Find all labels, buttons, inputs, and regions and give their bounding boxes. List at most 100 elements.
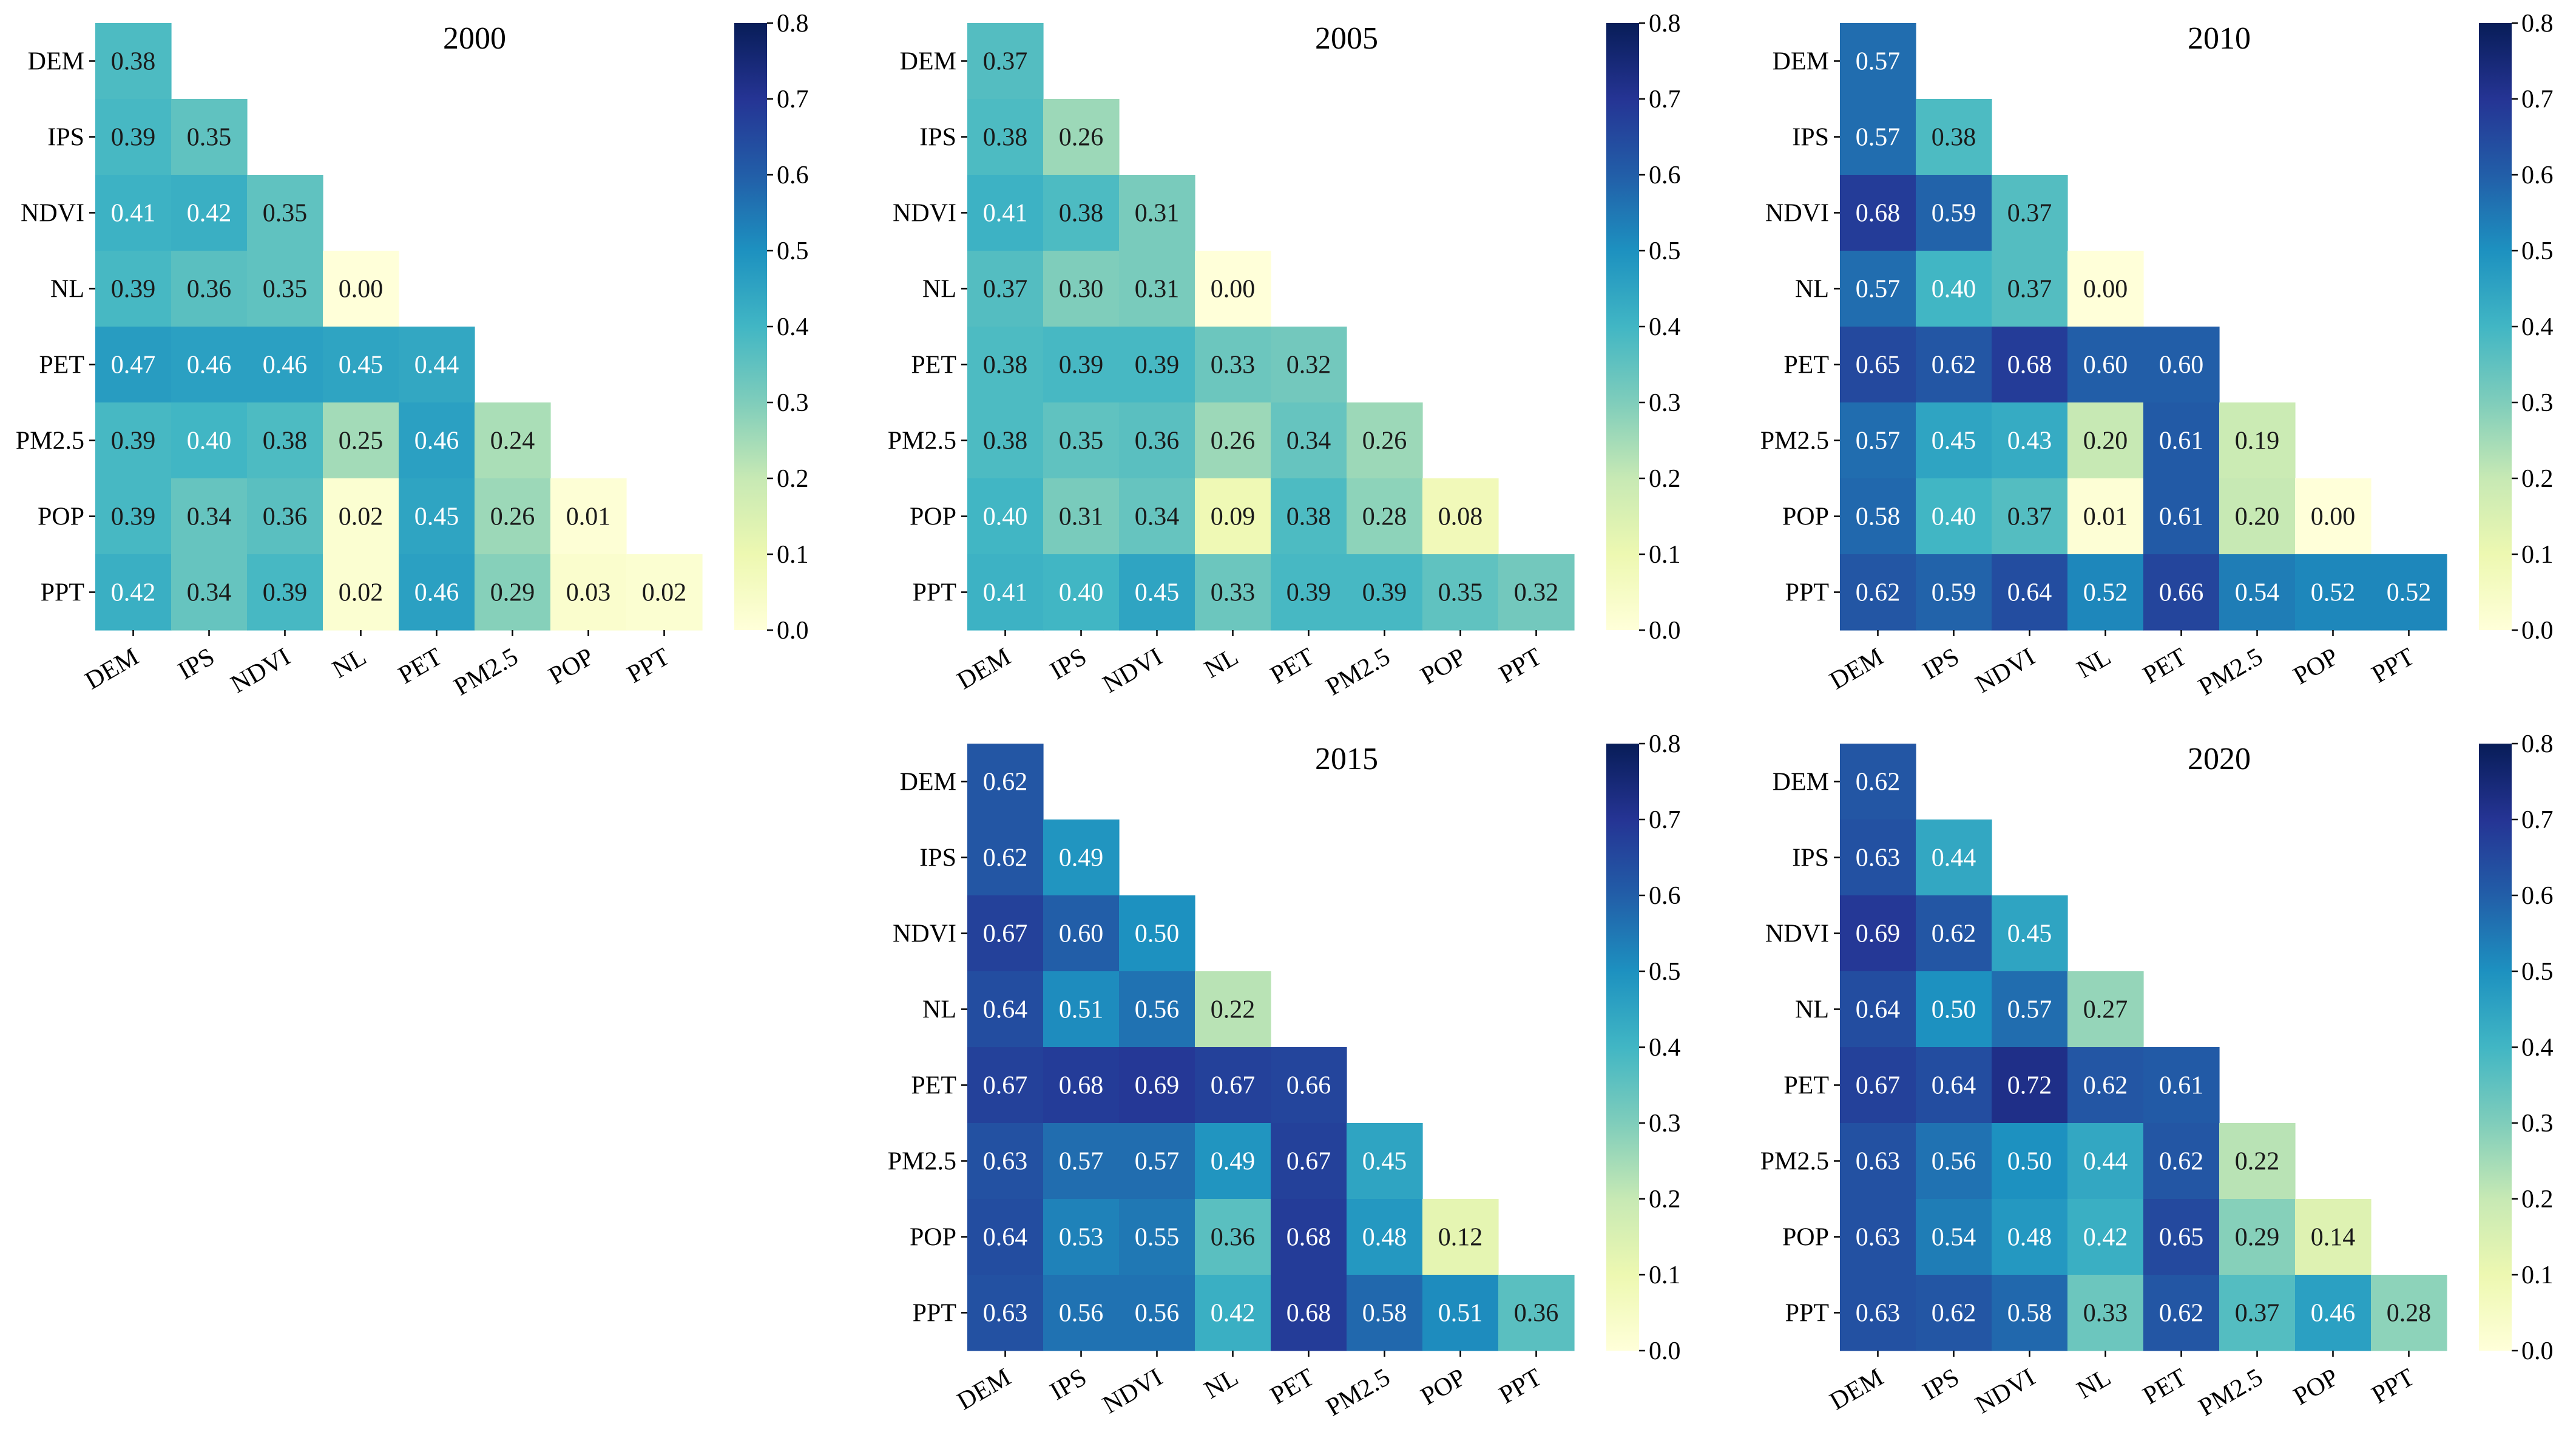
x-tick-label: PPT [2367,643,2419,689]
y-tick-label: PM2.5 [888,427,956,455]
colorbar-tick-label: 0.0 [2521,1337,2554,1365]
colorbar-tick-label: 0.1 [777,541,809,569]
x-tick-label: PM2.5 [1321,643,1394,701]
cell-value-label: 0.19 [2235,427,2280,455]
heatmap-cell [1195,402,1271,479]
x-tick-label: PM2.5 [2194,643,2267,701]
heatmap-cell [2219,554,2296,631]
cell-value-label: 0.52 [2083,579,2128,607]
cell-value-label: 0.35 [1438,579,1483,607]
cell-value-label: 0.08 [1438,503,1483,531]
heatmap-cell [1347,402,1423,479]
cell-value-label: 0.46 [263,351,308,379]
heatmap-cell [1119,895,1195,972]
cell-value-label: 0.68 [2007,351,2052,379]
heatmap-cell [171,251,248,327]
cell-value-label: 0.54 [1932,1224,1976,1252]
colorbar-tick-label: 0.7 [777,86,809,114]
colorbar-tick-label: 0.0 [1649,617,1681,645]
heatmap-cell [247,327,323,403]
heatmap-cell [1043,1123,1120,1200]
cell-value-label: 0.38 [983,351,1028,379]
heatmap-cell [1840,744,1916,820]
cell-value-label: 0.62 [2083,1072,2128,1100]
chart-title: 2005 [1315,21,1378,56]
heatmap-cell [95,23,172,100]
colorbar [2479,23,2512,630]
heatmap-cell [1347,1199,1423,1275]
heatmap-cell [1916,971,1992,1048]
cell-value-label: 0.38 [983,427,1028,455]
cell-value-label: 0.30 [1059,276,1104,304]
heatmap-cell [1992,251,2068,327]
cell-value-label: 0.64 [983,996,1028,1024]
heatmap-cell [1043,971,1120,1048]
y-tick-label: PET [911,351,956,379]
cell-value-label: 0.33 [2083,1300,2128,1328]
x-tick-label: PPT [1495,643,1547,689]
heatmap-cell [1043,327,1120,403]
cell-value-label: 0.36 [187,276,232,304]
heatmap-cell [2143,1047,2220,1124]
cell-value-label: 0.38 [263,427,308,455]
cell-value-label: 0.37 [2007,200,2052,228]
cell-value-label: 0.41 [983,200,1028,228]
y-tick-label: NL [1795,276,1829,304]
cell-value-label: 0.65 [1856,351,1901,379]
heatmap-cell [1195,251,1271,327]
cell-value-label: 0.41 [111,200,156,228]
heatmap-cell [1840,1199,1916,1275]
cell-value-label: 0.35 [1059,427,1104,455]
cell-value-label: 0.00 [2311,503,2356,531]
colorbar-tick-label: 0.5 [2521,958,2554,986]
heatmap-cell [1916,819,1992,896]
cell-value-label: 0.31 [1059,503,1104,531]
heatmap-cell [967,554,1044,631]
cell-value-label: 0.67 [1856,1072,1901,1100]
cell-value-label: 0.59 [1932,200,1976,228]
cell-value-label: 0.51 [1059,996,1104,1024]
colorbar-tick-label: 0.2 [1649,1186,1681,1213]
heatmap-cell [1271,1275,1347,1351]
heatmap-cell [1992,554,2068,631]
heatmap-cell [967,744,1044,820]
colorbar-tick-label: 0.4 [1649,313,1681,341]
heatmap-cell [1498,1275,1575,1351]
cell-value-label: 0.40 [1059,579,1104,607]
y-tick-label: NL [1795,996,1829,1024]
cell-value-label: 0.46 [414,579,459,607]
heatmap-cell [1195,1199,1271,1275]
cell-value-label: 0.48 [1362,1224,1407,1252]
heatmap-cell [2295,478,2371,555]
colorbar-tick-label: 0.3 [1649,1110,1681,1138]
y-tick-label: IPS [47,124,84,152]
heatmap-panel-2015: 2015 0.62 0.62 0.49 0.67 0.60 0.50 0.64 0.51 0.56… [888,730,1681,1422]
x-tick-label: PET [394,643,447,690]
heatmap-cell [1195,478,1271,555]
colorbar-tick-label: 0.8 [1649,10,1681,38]
heatmap-cell [1992,971,2068,1048]
chart-title: 2020 [2188,742,2251,776]
cell-value-label: 0.22 [1211,996,1256,1024]
cell-value-label: 0.22 [2235,1148,2280,1176]
heatmap-cell [1916,554,1992,631]
colorbar-tick-label: 0.3 [777,389,809,417]
colorbar-tick-label: 0.2 [1649,465,1681,493]
colorbar-tick-label: 0.7 [1649,86,1681,114]
y-tick-label: POP [1782,503,1829,531]
cell-value-label: 0.45 [2007,920,2052,948]
x-tick-label: POP [2289,643,2344,690]
cell-value-label: 0.09 [1211,503,1256,531]
cell-value-label: 0.39 [111,503,156,531]
heatmap-cell [1916,99,1992,175]
heatmap-cell [1916,251,1992,327]
heatmap-cell [1195,1275,1271,1351]
cell-value-label: 0.49 [1059,844,1104,872]
heatmap-cell [626,554,703,631]
cell-value-label: 0.02 [339,579,384,607]
colorbar [1606,23,1639,630]
x-tick-label: PET [2138,1363,2192,1410]
heatmap-cell [247,175,323,251]
colorbar-tick-label: 0.4 [1649,1034,1681,1062]
heatmap-cell [171,554,248,631]
